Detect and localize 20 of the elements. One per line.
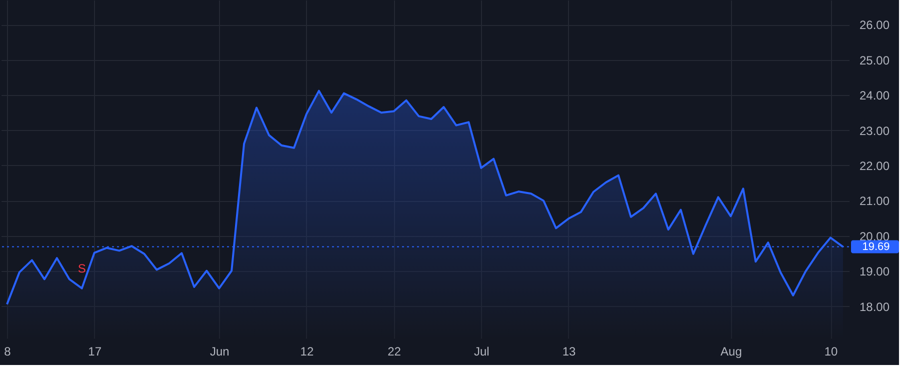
x-tick-label: 10 [824,344,838,358]
y-tick-label: 21.00 [860,194,890,208]
y-tick-label: 24.00 [860,88,890,103]
x-tick-label: Aug [720,344,742,358]
y-tick-label: 18.00 [860,300,890,314]
y-tick-label: 19.00 [860,264,890,279]
y-tick-label: 26.00 [860,18,890,32]
y-tick-label: 20.00 [860,229,890,244]
x-tick-label: Jul [474,344,490,358]
ref-line-label: 19.69 [862,240,890,253]
x-tick-label: 13 [562,344,576,358]
x-tick-label: 12 [300,344,314,358]
x-tick-label: Jun [210,344,230,358]
x-tick-label: 8 [4,344,12,358]
y-tick-label: 23.00 [860,124,890,138]
annotation: S [78,261,86,276]
x-tick-label: 17 [88,344,102,358]
x-tick-label: 22 [388,344,402,358]
y-tick-label: 22.00 [860,158,890,173]
y-tick-label: 25.00 [860,53,890,68]
